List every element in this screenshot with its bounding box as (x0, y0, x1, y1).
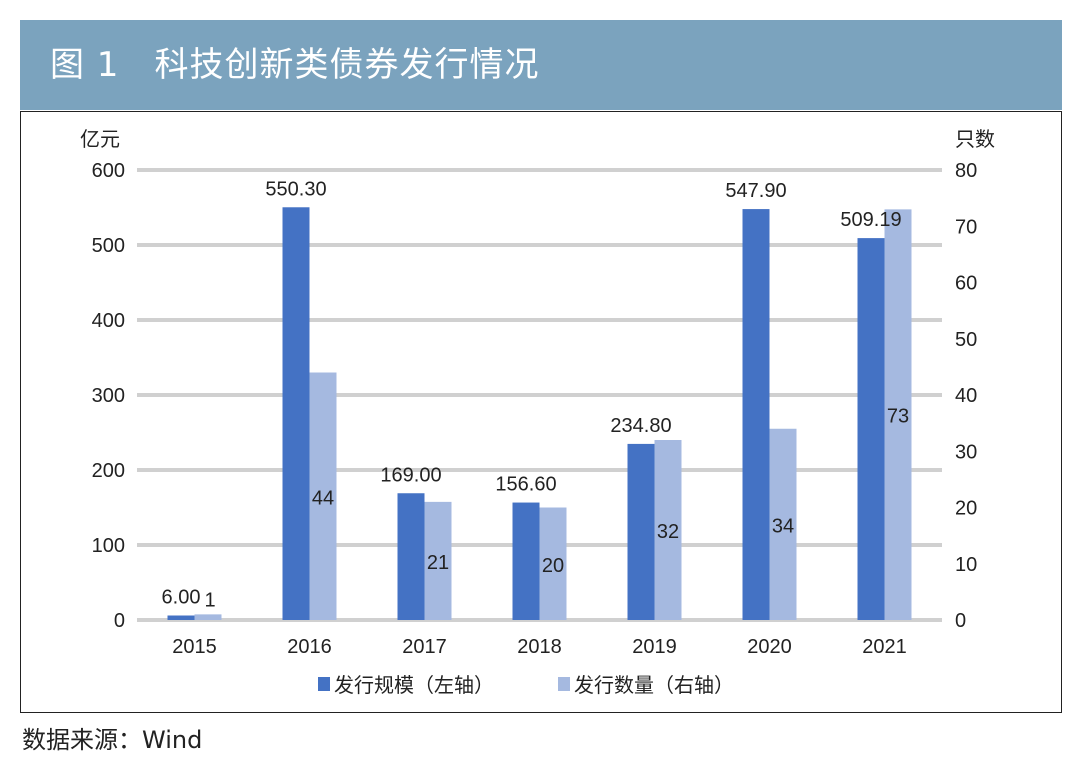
bar-scale-2017 (397, 493, 425, 620)
bar-scale-2019 (627, 443, 655, 620)
data-label: 509.19 (840, 209, 901, 231)
data-label: 547.90 (725, 180, 786, 202)
bar-count-2021 (884, 209, 912, 620)
left-tick-label: 200 (92, 460, 125, 482)
data-label: 21 (427, 552, 449, 574)
right-tick-label: 50 (955, 329, 977, 351)
right-tick-label: 0 (955, 610, 966, 632)
legend-swatch (318, 677, 330, 691)
chart-frame (20, 111, 1062, 713)
figure-title: 图 1 科技创新类债券发行情况 (20, 20, 1062, 110)
right-axis-label: 只数 (955, 128, 995, 151)
x-tick-label: 2016 (287, 636, 332, 658)
right-tick-label: 20 (955, 498, 977, 520)
left-tick-label: 500 (92, 235, 125, 257)
bar-scale-2018 (512, 502, 540, 620)
right-tick-label: 70 (955, 216, 977, 238)
x-tick-label: 2020 (747, 636, 792, 658)
bar-scale-2020 (742, 209, 770, 620)
x-tick-label: 2021 (862, 636, 907, 658)
bar-scale-2016 (282, 207, 310, 620)
data-label: 73 (887, 406, 909, 428)
data-label: 1 (204, 589, 215, 611)
data-label: 34 (772, 515, 794, 537)
bar-count-2020 (769, 428, 797, 620)
x-tick-label: 2019 (632, 636, 677, 658)
right-tick-label: 60 (955, 273, 977, 295)
right-tick-label: 80 (955, 160, 977, 182)
left-axis-label: 亿元 (80, 128, 120, 151)
bar-count-2016 (309, 372, 337, 620)
data-label: 234.80 (610, 415, 671, 437)
x-tick-label: 2017 (402, 636, 447, 658)
data-label: 550.30 (265, 178, 326, 200)
data-source: 数据来源：Wind (22, 726, 203, 754)
bar-count-2018 (539, 507, 567, 620)
data-label: 44 (312, 487, 334, 509)
right-tick-label: 10 (955, 554, 977, 576)
bar-count-2019 (654, 440, 682, 620)
left-tick-label: 0 (114, 610, 125, 632)
x-tick-label: 2018 (517, 636, 562, 658)
data-label: 169.00 (380, 464, 441, 486)
bar-count-2015 (194, 614, 222, 620)
data-label: 156.60 (495, 474, 556, 496)
data-label: 32 (657, 521, 679, 543)
legend-swatch (558, 677, 570, 691)
data-label: 6.00 (162, 587, 201, 609)
legend-label: 发行数量（右轴） (574, 674, 734, 697)
bar-scale-2021 (857, 238, 885, 621)
left-tick-label: 600 (92, 160, 125, 182)
right-tick-label: 30 (955, 441, 977, 463)
bar-scale-2015 (167, 615, 195, 620)
data-label: 20 (542, 555, 564, 577)
right-tick-label: 40 (955, 385, 977, 407)
left-tick-label: 100 (92, 535, 125, 557)
left-tick-label: 400 (92, 310, 125, 332)
x-tick-label: 2015 (172, 636, 217, 658)
bar-count-2017 (424, 501, 452, 620)
left-tick-label: 300 (92, 385, 125, 407)
legend-label: 发行规模（左轴） (334, 674, 494, 697)
